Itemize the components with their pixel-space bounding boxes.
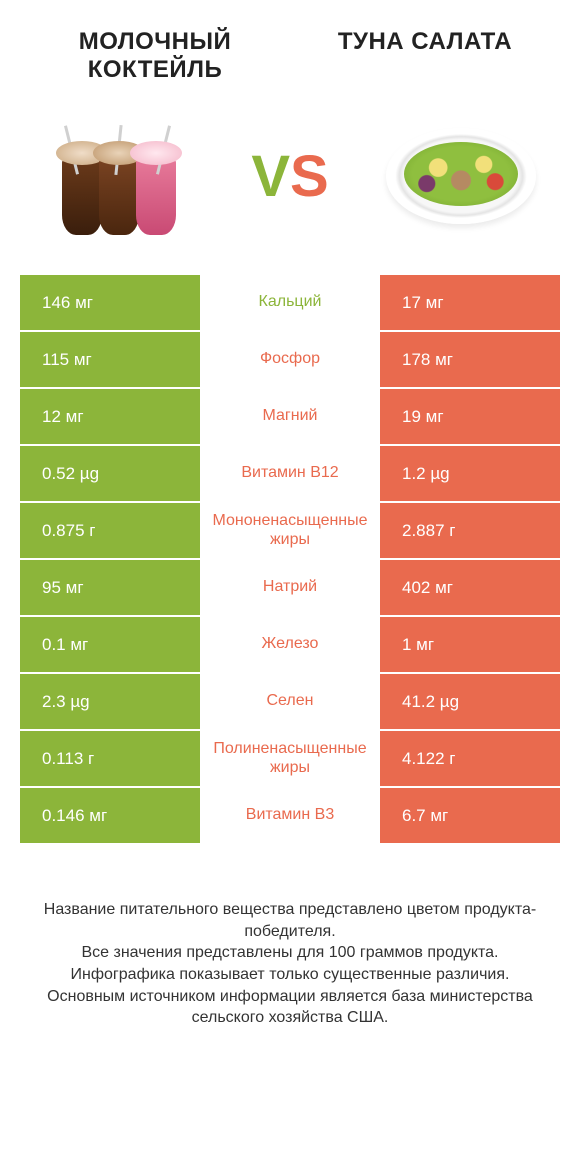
vs-letter-s: S — [290, 143, 329, 210]
right-value-cell: 1 мг — [380, 617, 560, 672]
vs-letter-v: V — [251, 143, 290, 210]
vs-label: VS — [251, 143, 328, 210]
nutrient-label: Магний — [200, 389, 380, 444]
table-row: 0.875 гМононенасыщенные жиры2.887 г — [20, 503, 560, 558]
table-row: 0.52 µgВитамин B121.2 µg — [20, 446, 560, 501]
left-value-cell: 0.1 мг — [20, 617, 200, 672]
nutrient-label: Мононенасыщенные жиры — [200, 503, 380, 558]
nutrient-label: Витамин B12 — [200, 446, 380, 501]
nutrient-label: Витамин B3 — [200, 788, 380, 843]
nutrient-label: Кальций — [200, 275, 380, 330]
right-value-cell: 402 мг — [380, 560, 560, 615]
left-product-title: МОЛОЧНЫЙ КОКТЕЙЛЬ — [40, 28, 270, 83]
right-value-cell: 19 мг — [380, 389, 560, 444]
header-row: МОЛОЧНЫЙ КОКТЕЙЛЬ ТУНА САЛАТА — [0, 0, 580, 93]
salad-icon — [386, 128, 536, 224]
table-row: 0.1 мгЖелезо1 мг — [20, 617, 560, 672]
nutrient-label: Селен — [200, 674, 380, 729]
left-value-cell: 0.113 г — [20, 731, 200, 786]
footer-line: Название питательного вещества представл… — [20, 899, 560, 942]
milkshake-icon — [44, 111, 194, 241]
table-row: 12 мгМагний19 мг — [20, 389, 560, 444]
right-value-cell: 6.7 мг — [380, 788, 560, 843]
footer-line: Основным источником информации является … — [20, 986, 560, 1029]
nutrient-table: 146 мгКальций17 мг115 мгФосфор178 мг12 м… — [20, 275, 560, 843]
left-value-cell: 0.52 µg — [20, 446, 200, 501]
nutrient-label: Натрий — [200, 560, 380, 615]
nutrient-label: Фосфор — [200, 332, 380, 387]
right-product-title: ТУНА САЛАТА — [310, 28, 540, 83]
footer-notes: Название питательного вещества представл… — [20, 899, 560, 1029]
right-product-image — [386, 111, 536, 241]
table-row: 0.146 мгВитамин B36.7 мг — [20, 788, 560, 843]
right-value-cell: 41.2 µg — [380, 674, 560, 729]
left-value-cell: 2.3 µg — [20, 674, 200, 729]
left-value-cell: 146 мг — [20, 275, 200, 330]
left-value-cell: 115 мг — [20, 332, 200, 387]
right-value-cell: 2.887 г — [380, 503, 560, 558]
footer-line: Инфографика показывает только существенн… — [20, 964, 560, 986]
left-value-cell: 0.875 г — [20, 503, 200, 558]
right-value-cell: 17 мг — [380, 275, 560, 330]
table-row: 2.3 µgСелен41.2 µg — [20, 674, 560, 729]
vs-row: VS — [0, 93, 580, 275]
right-value-cell: 4.122 г — [380, 731, 560, 786]
right-value-cell: 1.2 µg — [380, 446, 560, 501]
left-product-image — [44, 111, 194, 241]
nutrient-label: Полиненасыщенные жиры — [200, 731, 380, 786]
table-row: 146 мгКальций17 мг — [20, 275, 560, 330]
table-row: 0.113 гПолиненасыщенные жиры4.122 г — [20, 731, 560, 786]
right-value-cell: 178 мг — [380, 332, 560, 387]
left-value-cell: 95 мг — [20, 560, 200, 615]
table-row: 95 мгНатрий402 мг — [20, 560, 560, 615]
nutrient-label: Железо — [200, 617, 380, 672]
table-row: 115 мгФосфор178 мг — [20, 332, 560, 387]
footer-line: Все значения представлены для 100 граммо… — [20, 942, 560, 964]
left-value-cell: 12 мг — [20, 389, 200, 444]
left-value-cell: 0.146 мг — [20, 788, 200, 843]
